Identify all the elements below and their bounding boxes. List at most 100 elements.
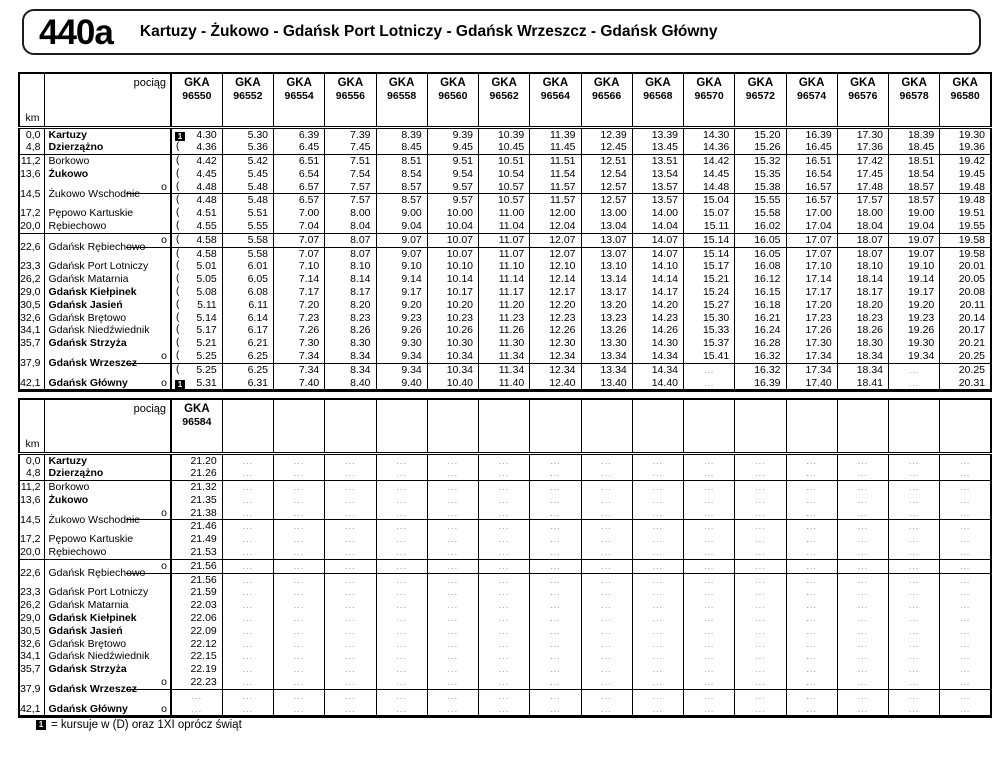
time-value: 19.00	[907, 207, 935, 220]
time-cell: ...	[529, 650, 581, 664]
time-value: 5.14	[196, 311, 217, 324]
time-value: ...	[447, 494, 459, 505]
time-cell: ...	[272, 558, 325, 574]
station-name: Gdańsk Port Lotniczy	[48, 586, 149, 599]
time-cell: 9.26	[375, 324, 428, 338]
time-value: 5.05	[196, 273, 217, 286]
time-cell: 11.10	[477, 260, 530, 274]
time-cell: 14.30	[631, 337, 684, 351]
time-cell: 11.45	[529, 141, 581, 155]
time-value: 22.19	[190, 663, 217, 676]
time-value: 16.57	[805, 194, 832, 207]
time-cell: ...	[887, 519, 940, 534]
time-value: ...	[959, 690, 971, 701]
continuation-mark: (	[176, 233, 180, 245]
time-value: 5.25	[196, 363, 217, 376]
time-value: ...	[806, 703, 817, 714]
time-value: 14.17	[651, 286, 678, 299]
km-cell: 20,0	[20, 220, 41, 233]
time-value: ...	[293, 664, 305, 675]
time-value: ...	[703, 587, 715, 598]
time-cell: 6.31	[221, 376, 274, 391]
time-value: 21.20	[190, 454, 217, 467]
time-cell: 7.34	[272, 362, 325, 377]
arr-dep-divider	[126, 519, 170, 521]
time-value: ...	[857, 455, 869, 466]
train-operator: GKA	[747, 77, 774, 89]
time-cell: 20.21	[939, 337, 991, 351]
time-cell: ...	[887, 572, 940, 587]
time-value: ...	[396, 468, 407, 479]
time-value: ...	[550, 587, 561, 598]
time-cell: 10.17	[426, 286, 479, 299]
time-value: 11.26	[498, 324, 525, 337]
time-cell: ...	[529, 612, 581, 625]
time-value: 15.07	[702, 207, 730, 220]
time-cell: 17.30	[836, 127, 889, 142]
time-value: ...	[959, 600, 971, 611]
time-cell: ...	[734, 506, 786, 520]
time-cell: ...	[734, 493, 786, 507]
station-name: Gdańsk Rębiechowo	[48, 240, 146, 253]
time-cell: ...	[477, 663, 530, 677]
time-cell: (4.55	[169, 220, 223, 234]
time-value: 20.11	[959, 298, 986, 311]
time-value: ...	[447, 703, 459, 714]
time-value: ...	[857, 574, 869, 585]
time-cell: ...	[682, 558, 735, 574]
time-value: 19.55	[958, 220, 985, 233]
train-number: 96556	[335, 90, 365, 102]
time-value: 6.57	[298, 194, 320, 207]
time-value: 18.00	[856, 207, 883, 220]
time-value: ...	[498, 600, 510, 611]
time-cell: ...	[272, 586, 325, 600]
time-cell: ...	[631, 676, 684, 690]
time-cell: ...	[939, 572, 991, 587]
time-cell: ...	[734, 572, 786, 587]
time-cell: ...	[580, 453, 633, 468]
time-value: 9.39	[452, 128, 473, 141]
time-cell: ...	[375, 586, 428, 600]
time-cell: ...	[477, 612, 530, 625]
time-value: ...	[396, 534, 407, 545]
km-cell: 4,8	[25, 141, 41, 154]
time-cell: 12.14	[529, 273, 581, 287]
time-cell: 17.14	[785, 273, 838, 287]
time-cell: 11.07	[477, 246, 530, 261]
station-time-row: 20,0 Rębiechowo(4.55 5.55 7.04 8.04 9.04 10.04…	[19, 220, 991, 234]
station-name: Borkowo	[48, 155, 90, 168]
time-cell: ...	[529, 572, 581, 587]
time-value: ...	[601, 600, 612, 611]
time-cell: 7.10	[272, 260, 325, 274]
time-cell: 9.17	[375, 286, 428, 299]
station-time-row: 42,1 Gdańsk Główny o 1 5.31 6.31 7.40 8.40 9.40 1…	[19, 376, 991, 391]
time-cell: ...	[939, 506, 991, 520]
time-value: 12.20	[549, 298, 576, 311]
time-cell: ...	[221, 519, 274, 534]
time-value: ...	[396, 494, 407, 505]
time-value: 8.57	[401, 180, 422, 193]
time-value: 9.54	[452, 167, 473, 180]
time-cell: 11.57	[529, 180, 581, 194]
time-cell: ...	[734, 702, 786, 717]
time-value: 7.34	[298, 363, 320, 376]
time-value: 6.05	[247, 273, 268, 286]
km-cell: 17,2	[20, 207, 41, 220]
time-cell: 17.20	[785, 298, 838, 312]
time-value: 10.30	[446, 337, 473, 350]
time-value: ...	[242, 482, 254, 493]
time-value: ...	[755, 703, 766, 714]
time-cell: ...	[375, 599, 428, 613]
time-cell: 21.38	[169, 506, 223, 520]
time-cell: ...	[221, 688, 274, 703]
station-departure-row: 21.56...................................…	[19, 572, 991, 587]
time-cell: 7.45	[324, 141, 376, 155]
station-time-row: 14,5 Żukowo Wschodnie o(4.48 5.48 6.57 7.57 8.…	[19, 180, 991, 208]
time-value: ...	[498, 690, 510, 701]
station-cell: Żukowo Wschodnie o	[43, 506, 171, 534]
time-value: 8.20	[350, 298, 371, 311]
time-cell: ...	[324, 650, 376, 664]
time-cell: 13.23	[580, 311, 633, 325]
time-cell: 6.57	[272, 193, 325, 208]
time-cell: ...	[324, 586, 376, 600]
